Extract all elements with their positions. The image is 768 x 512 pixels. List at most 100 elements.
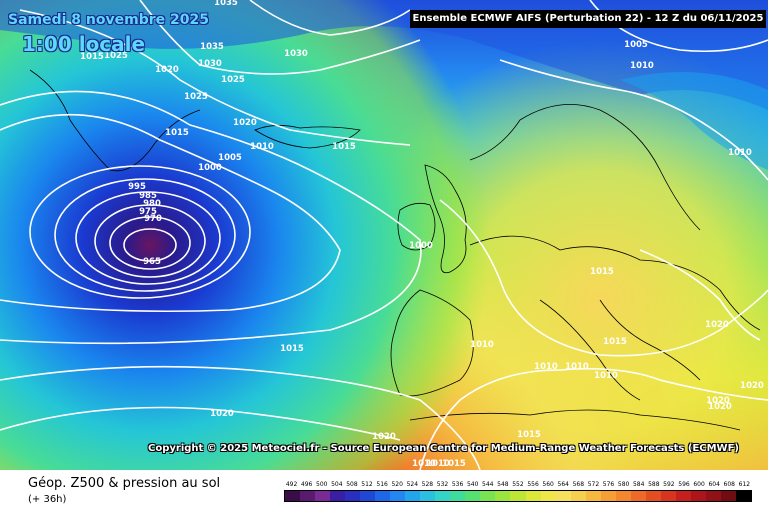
isobar-label: 1015 bbox=[442, 459, 466, 469]
isobar-label: 1025 bbox=[184, 92, 208, 102]
isobar-label: 1010 bbox=[594, 371, 618, 381]
product-title: Géop. Z500 & pression au sol bbox=[28, 476, 221, 491]
scale-label: 532 bbox=[436, 481, 449, 488]
local-time: 1:00 locale bbox=[22, 32, 146, 56]
scale-label: 528 bbox=[421, 481, 434, 488]
isobar-label: 1015 bbox=[165, 128, 189, 138]
scale-color-bar bbox=[284, 490, 752, 502]
isobar-label: 1015 bbox=[517, 430, 541, 440]
scale-swatch bbox=[570, 491, 586, 501]
scale-label: 556 bbox=[527, 481, 539, 488]
isobar-label: 1015 bbox=[332, 142, 356, 152]
scale-label: 584 bbox=[632, 481, 645, 488]
isobar-label: 1015 bbox=[80, 52, 104, 62]
scale-swatch bbox=[510, 491, 526, 501]
scale-label: 508 bbox=[346, 481, 358, 488]
scale-label: 500 bbox=[316, 481, 328, 488]
scale-label: 540 bbox=[466, 481, 479, 488]
scale-swatch bbox=[705, 491, 721, 501]
scale-label: 596 bbox=[678, 481, 690, 488]
scale-swatch bbox=[465, 491, 481, 501]
scale-swatch bbox=[615, 491, 631, 501]
isobar-label: 1010 bbox=[630, 61, 654, 71]
isobar-label: 1020 bbox=[155, 65, 179, 75]
scale-swatch bbox=[690, 491, 706, 501]
scale-labels: 492 496 500 504 508 512 516 520 524 528 532 536 540 5… bbox=[284, 480, 752, 489]
scale-label: 592 bbox=[663, 481, 675, 488]
isobar-label: 1010 bbox=[426, 459, 450, 469]
isobar-label: 970 bbox=[144, 214, 162, 224]
isobar-label: 1015 bbox=[590, 267, 614, 277]
scale-label: 496 bbox=[300, 481, 313, 488]
scale-label: 568 bbox=[572, 481, 585, 488]
scale-label: 536 bbox=[451, 481, 464, 488]
isobar-label: 985 bbox=[139, 191, 157, 201]
isobar-label: 1020 bbox=[372, 432, 396, 442]
scale-label: 560 bbox=[542, 481, 554, 488]
scale-swatch bbox=[300, 491, 316, 501]
isobar-labels: 1035 1035 1030 1030 1025 1020 1025 1025 1020 1015… bbox=[80, 0, 764, 469]
isobar-label: 1020 bbox=[210, 409, 234, 419]
scale-swatch bbox=[735, 491, 751, 501]
scale-swatch bbox=[330, 491, 346, 501]
forecast-date: Samedi 8 novembre 2025 bbox=[8, 12, 209, 28]
scale-swatch bbox=[660, 491, 676, 501]
scale-swatch bbox=[495, 491, 511, 501]
scale-label: 512 bbox=[361, 481, 373, 488]
scale-swatch bbox=[435, 491, 451, 501]
scale-label: 548 bbox=[497, 481, 509, 488]
isobar-label: 1030 bbox=[198, 59, 222, 69]
scale-swatch bbox=[390, 491, 406, 501]
coastlines bbox=[29, 69, 761, 431]
scale-label: 520 bbox=[391, 481, 403, 488]
scale-swatch bbox=[645, 491, 661, 501]
scale-label: 576 bbox=[602, 481, 615, 488]
scale-label: 504 bbox=[331, 481, 343, 488]
scale-swatch bbox=[450, 491, 466, 501]
scale-label: 588 bbox=[648, 481, 660, 488]
legend-footer: Géop. Z500 & pression au sol (+ 36h) 492… bbox=[0, 470, 768, 512]
scale-label: 492 bbox=[285, 481, 298, 488]
scale-label: 580 bbox=[617, 481, 630, 488]
scale-swatch bbox=[600, 491, 616, 501]
scale-swatch bbox=[360, 491, 376, 501]
isobar-label: 1020 bbox=[706, 396, 730, 406]
isobar-label: 1010 bbox=[728, 148, 752, 158]
scale-swatch bbox=[375, 491, 391, 501]
isobar-label: 1020 bbox=[705, 320, 729, 330]
scale-label: 608 bbox=[723, 481, 735, 488]
isobar-label: 1000 bbox=[409, 241, 433, 251]
scale-swatch bbox=[720, 491, 736, 501]
isobar-label: 1005 bbox=[218, 153, 242, 163]
isobar-label: 980 bbox=[143, 199, 161, 209]
isobar-label: 1020 bbox=[708, 402, 732, 412]
isobar-label: 1005 bbox=[624, 40, 648, 50]
scale-swatch bbox=[285, 491, 301, 501]
isobar-label: 1025 bbox=[221, 75, 245, 85]
scale-label: 524 bbox=[406, 481, 419, 488]
scale-swatch bbox=[345, 491, 361, 501]
isobar-label: 1030 bbox=[284, 49, 308, 59]
isobar-label: 1015 bbox=[603, 337, 627, 347]
copyright-notice: Copyright © 2025 Meteociel.fr - Source E… bbox=[148, 443, 739, 454]
isobar-label: 1015 bbox=[280, 344, 304, 354]
scale-swatch bbox=[585, 491, 601, 501]
scale-swatch bbox=[675, 491, 691, 501]
isobar-label: 1025 bbox=[104, 51, 128, 61]
scale-swatch bbox=[405, 491, 421, 501]
scale-swatch bbox=[540, 491, 556, 501]
isobar-label: 1010 bbox=[412, 459, 436, 469]
model-run-banner: Ensemble ECMWF AIFS (Perturbation 22) - … bbox=[410, 10, 766, 28]
scale-label: 544 bbox=[482, 481, 494, 488]
scale-swatch bbox=[525, 491, 541, 501]
isobar-lines bbox=[0, 0, 768, 470]
isobar-label: 965 bbox=[143, 257, 161, 267]
isobar-label: 995 bbox=[128, 182, 146, 192]
scale-label: 604 bbox=[708, 481, 720, 488]
isobar-label: 1010 bbox=[565, 362, 589, 372]
scale-swatch bbox=[630, 491, 646, 501]
scale-label: 516 bbox=[376, 481, 388, 488]
scale-label: 600 bbox=[693, 481, 705, 488]
isobar-label: 1035 bbox=[214, 0, 238, 8]
